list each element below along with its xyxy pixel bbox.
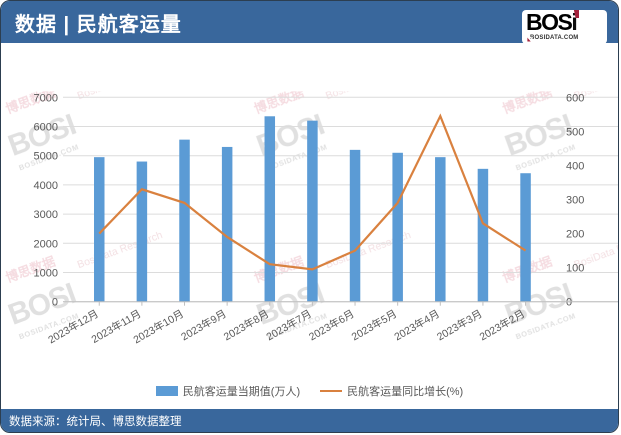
svg-text:2000: 2000	[34, 238, 58, 250]
svg-text:2023年6月: 2023年6月	[307, 307, 357, 343]
svg-text:2023年2月: 2023年2月	[477, 307, 527, 343]
svg-text:600: 600	[566, 92, 584, 104]
svg-text:400: 400	[566, 160, 584, 172]
svg-text:2023年7月: 2023年7月	[264, 307, 314, 343]
svg-text:0: 0	[566, 297, 572, 309]
svg-text:6000: 6000	[34, 122, 58, 134]
svg-text:7000: 7000	[34, 92, 58, 104]
svg-text:0: 0	[52, 297, 58, 309]
svg-text:4000: 4000	[34, 180, 58, 192]
svg-text:300: 300	[566, 195, 584, 207]
svg-text:2023年4月: 2023年4月	[392, 307, 442, 343]
svg-text:200: 200	[566, 229, 584, 241]
svg-text:500: 500	[566, 126, 584, 138]
svg-text:2023年9月: 2023年9月	[179, 307, 229, 343]
svg-text:2023年5月: 2023年5月	[349, 307, 399, 343]
svg-text:2023年3月: 2023年3月	[434, 307, 484, 343]
svg-text:3000: 3000	[34, 209, 58, 221]
svg-text:5000: 5000	[34, 151, 58, 163]
svg-text:1000: 1000	[34, 268, 58, 280]
svg-text:2023年8月: 2023年8月	[221, 307, 271, 343]
svg-text:100: 100	[566, 263, 584, 275]
